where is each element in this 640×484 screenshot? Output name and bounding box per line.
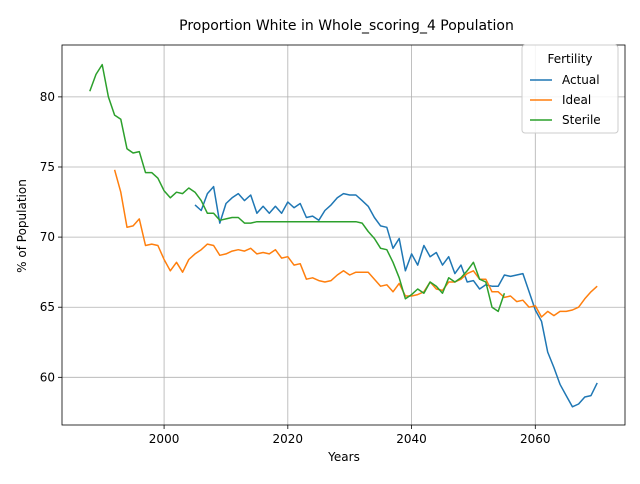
y-axis-ticks: 60 65 70 75 80: [40, 90, 62, 384]
legend-label-ideal: Ideal: [562, 93, 591, 107]
x-axis-ticks: 2000 2020 2040 2060: [149, 425, 551, 446]
y-tick-label: 80: [40, 90, 55, 104]
series-line-actual: [194, 185, 598, 408]
series-line-ideal: [113, 169, 598, 318]
x-tick-label: 2000: [149, 432, 180, 446]
x-tick-label: 2040: [396, 432, 427, 446]
series-line-sterile: [89, 63, 506, 313]
y-tick-label: 60: [40, 370, 55, 384]
legend-box: [521, 44, 619, 134]
legend-title: Fertility: [547, 52, 592, 66]
chart-title: Proportion White in Whole_scoring_4 Popu…: [179, 18, 514, 34]
y-axis-label: % of Population: [15, 179, 29, 273]
y-tick-label: 70: [40, 230, 55, 244]
y-tick-label: 65: [40, 300, 55, 314]
legend-label-actual: Actual: [562, 73, 600, 87]
x-tick-label: 2020: [273, 432, 304, 446]
y-tick-label: 75: [40, 160, 55, 174]
legend-label-sterile: Sterile: [562, 113, 601, 127]
plot-frame: [61, 44, 626, 426]
x-tick-label: 2060: [520, 432, 551, 446]
series-lines: [89, 63, 598, 408]
legend-entries: Actual Ideal Sterile: [530, 73, 601, 127]
x-axis-label: Years: [327, 450, 360, 464]
legend: Fertility Actual Ideal Sterile: [521, 44, 619, 134]
